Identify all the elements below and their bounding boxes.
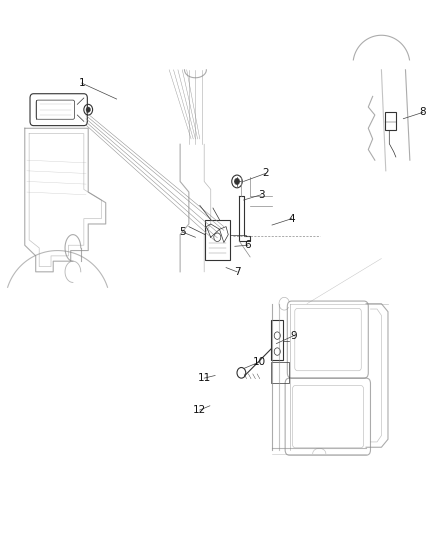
Text: 6: 6 [244, 240, 251, 250]
Text: 1: 1 [78, 78, 85, 88]
Text: 5: 5 [179, 227, 185, 237]
Text: 4: 4 [288, 214, 294, 224]
Circle shape [86, 107, 90, 112]
Text: 9: 9 [290, 330, 297, 341]
Text: 8: 8 [419, 107, 425, 117]
Text: 10: 10 [252, 357, 265, 367]
Text: 2: 2 [261, 168, 268, 179]
Text: 11: 11 [197, 373, 210, 383]
Bar [205, 220, 229, 260]
Text: 7: 7 [233, 267, 240, 277]
Bar [384, 112, 395, 131]
Circle shape [234, 178, 239, 184]
Text: 12: 12 [193, 405, 206, 415]
Bar [271, 320, 283, 360]
Bar [271, 362, 288, 383]
Text: 3: 3 [257, 190, 264, 200]
